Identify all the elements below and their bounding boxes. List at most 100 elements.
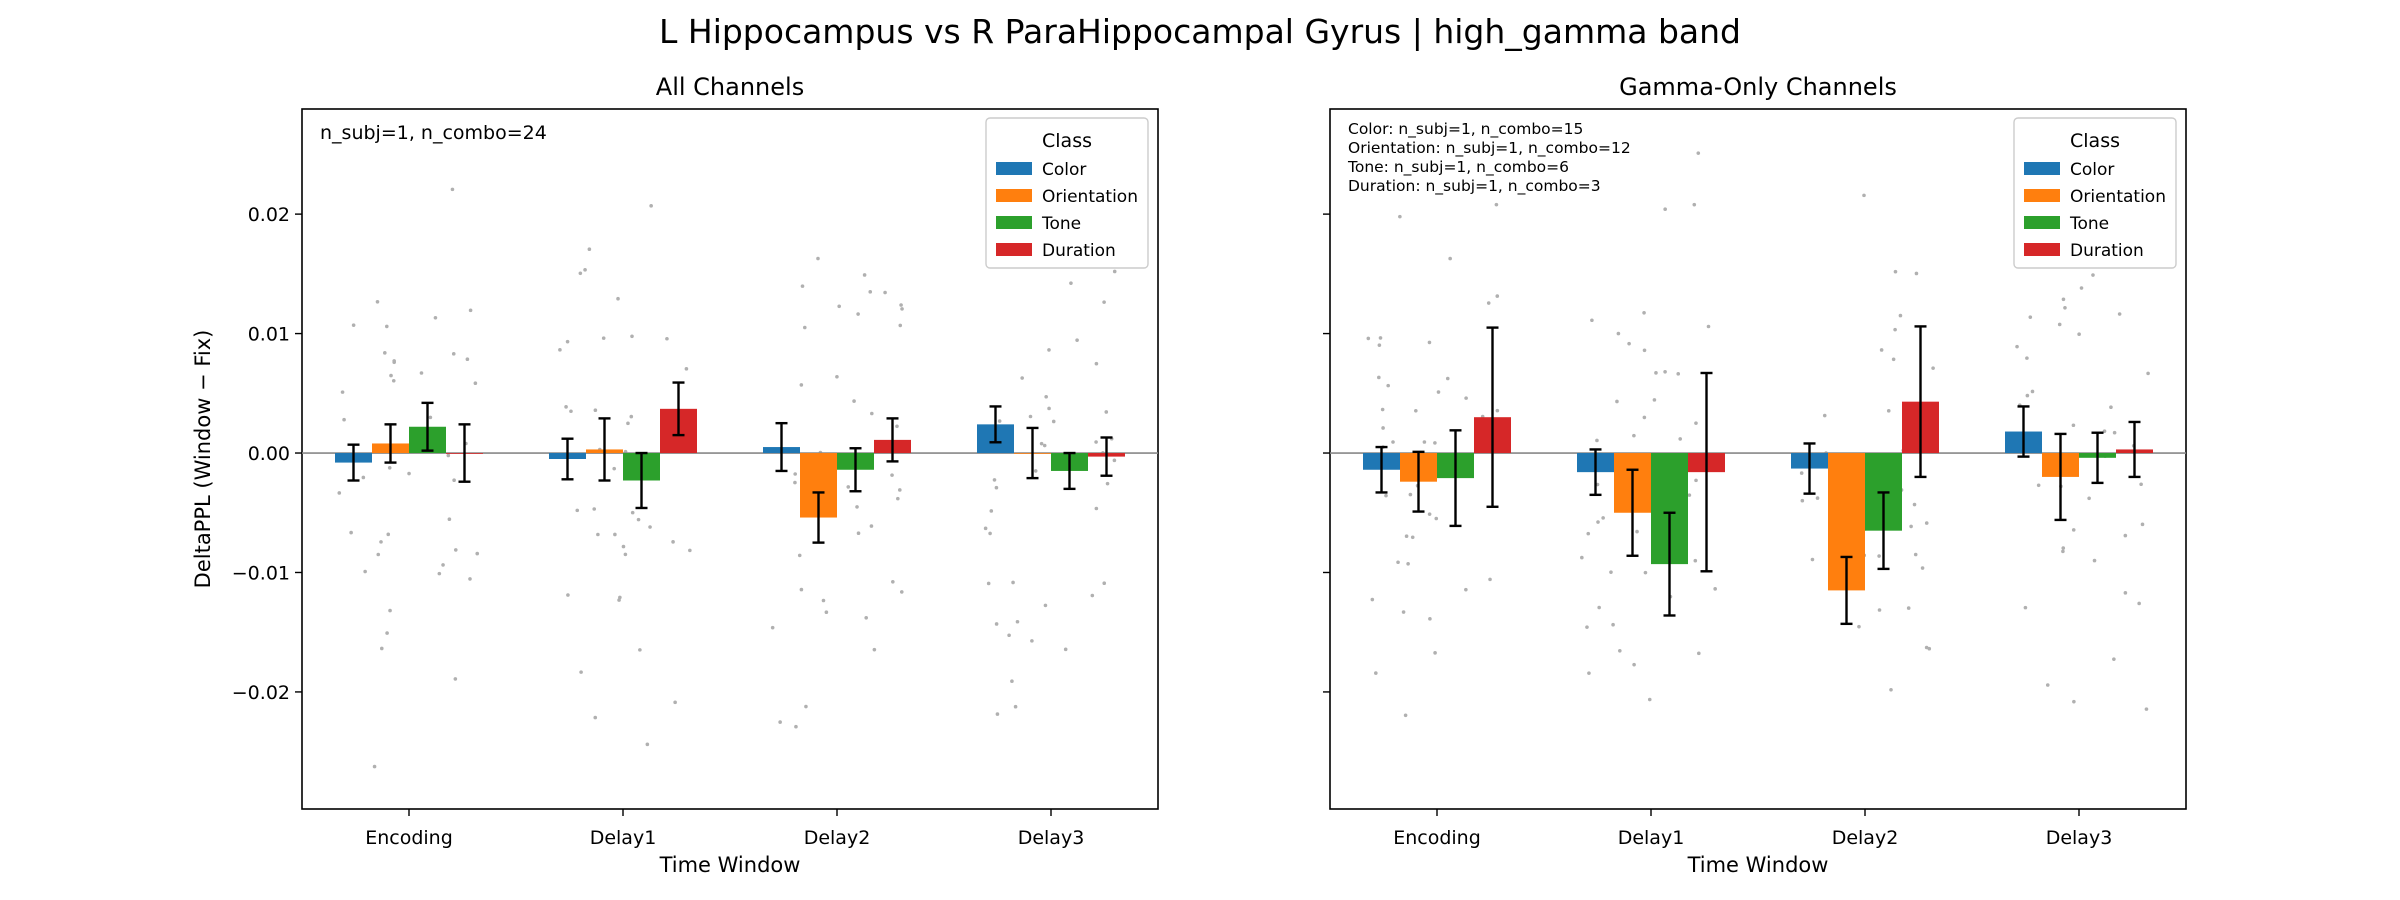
data-point	[684, 367, 689, 371]
data-point	[1090, 593, 1095, 598]
data-point	[587, 247, 592, 252]
legend-label-orientation: Orientation	[1042, 187, 1138, 207]
figure-title: L Hippocampus vs R ParaHippocampal Gyrus…	[659, 12, 1741, 51]
data-point	[1713, 587, 1717, 591]
data-point	[1647, 697, 1652, 702]
data-point	[1886, 409, 1891, 413]
data-point	[1007, 633, 1011, 638]
data-point	[986, 581, 991, 586]
data-point	[891, 579, 895, 584]
data-point	[1378, 336, 1383, 340]
legend-swatch-orientation	[2024, 189, 2060, 202]
data-point	[1427, 340, 1432, 345]
data-point	[1366, 336, 1371, 341]
data-point	[384, 324, 389, 329]
data-point	[890, 473, 894, 477]
data-point	[475, 551, 480, 556]
data-point	[441, 563, 445, 567]
data-point	[1687, 493, 1692, 497]
data-point	[630, 334, 634, 339]
annotation-text: Duration: n_subj=1, n_combo=3	[1348, 177, 1601, 196]
data-point	[596, 532, 600, 537]
plot-frame	[301, 108, 1159, 810]
data-point	[2030, 389, 2035, 394]
data-point	[579, 670, 583, 674]
x-axis-label: Time Window	[659, 853, 801, 877]
data-point	[1112, 458, 1117, 463]
data-point	[835, 375, 839, 379]
data-point	[1663, 207, 1667, 212]
data-point	[869, 524, 874, 528]
data-point	[864, 615, 868, 620]
data-point	[1433, 651, 1437, 655]
data-point	[1706, 324, 1711, 329]
data-point	[1914, 271, 1919, 276]
data-point	[1642, 415, 1647, 420]
data-point	[433, 315, 438, 320]
data-point	[900, 307, 904, 311]
data-point	[391, 378, 396, 383]
data-point	[1893, 327, 1897, 332]
data-point	[621, 544, 626, 549]
legend-label-color: Color	[1042, 160, 1086, 180]
x-tick-label: Delay2	[1832, 827, 1899, 849]
data-point	[2023, 605, 2028, 610]
data-point	[794, 724, 798, 729]
y-tick-label: 0.02	[248, 204, 290, 226]
data-point	[856, 312, 860, 316]
data-point	[1909, 524, 1913, 529]
data-point	[2077, 332, 2081, 336]
data-point	[342, 417, 346, 422]
data-point	[1800, 498, 1805, 503]
legend-swatch-duration	[2024, 243, 2060, 256]
data-point	[797, 553, 802, 558]
data-point	[626, 421, 630, 426]
legend-title: Class	[1042, 130, 1092, 152]
data-point	[1931, 366, 1935, 370]
data-point	[453, 548, 458, 552]
data-point	[1924, 645, 1929, 650]
data-point	[1047, 348, 1051, 352]
data-point	[2139, 482, 2143, 487]
data-point	[1618, 648, 1622, 653]
panel-gamma-only-channels: Gamma-Only Channels Encoding Delay1 Delay2 D…	[1323, 73, 2187, 877]
data-point	[824, 610, 829, 615]
data-point	[1112, 269, 1117, 274]
data-point	[578, 271, 583, 276]
data-point	[2146, 371, 2150, 376]
data-point	[623, 552, 628, 557]
data-point	[2072, 699, 2076, 704]
data-point	[1495, 408, 1500, 413]
legend-swatch-duration	[996, 243, 1032, 256]
x-tick-label: Delay2	[804, 827, 871, 849]
data-point	[437, 571, 442, 576]
data-point	[385, 631, 389, 635]
data-point	[1094, 440, 1098, 444]
data-point	[1488, 577, 1492, 582]
legend-label-duration: Duration	[2070, 241, 2144, 261]
data-point	[1069, 281, 1073, 285]
data-point	[376, 552, 381, 557]
legend-swatch-color	[996, 162, 1032, 175]
data-point	[638, 648, 642, 652]
data-point	[630, 510, 635, 515]
data-point	[566, 593, 570, 597]
data-point	[799, 383, 804, 387]
x-tick-label: Encoding	[365, 827, 453, 849]
data-point	[1597, 605, 1601, 610]
data-point	[1587, 671, 1591, 675]
data-point	[645, 742, 650, 747]
panel-title: Gamma-Only Channels	[1619, 73, 1897, 101]
data-point	[1877, 608, 1882, 612]
data-point	[989, 509, 994, 513]
data-point	[1906, 606, 1911, 610]
data-point	[2144, 707, 2149, 711]
data-point	[2025, 393, 2030, 398]
data-point	[1464, 396, 1468, 400]
data-point	[2061, 549, 2065, 554]
data-point	[1377, 375, 1381, 380]
data-point	[1094, 361, 1099, 366]
data-point	[616, 296, 620, 301]
data-point	[1011, 580, 1015, 585]
